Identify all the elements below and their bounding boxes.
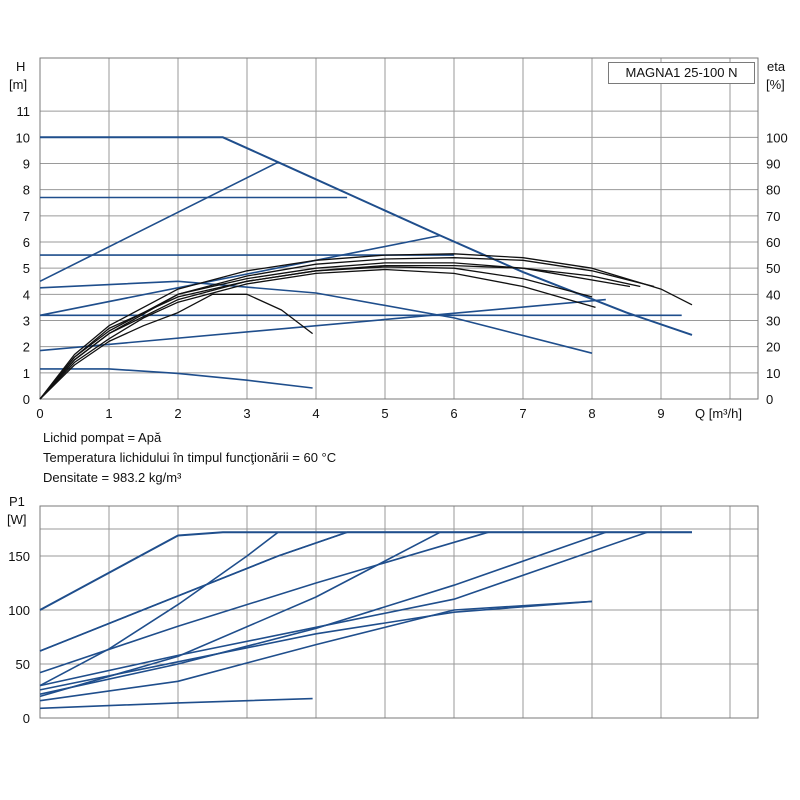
eta-axis-label: eta <box>767 59 786 74</box>
power-curve <box>39 697 313 710</box>
head-x-tick: 7 <box>519 406 526 421</box>
power-curve <box>39 531 648 687</box>
head-y-tick: 9 <box>23 157 30 172</box>
eta-y-tick: 70 <box>766 209 780 224</box>
fluid-info: Lichid pompat = Apă <box>43 430 162 445</box>
power-ticks: 0 50 100 150 <box>8 549 30 726</box>
pump-model-label: MAGNA1 25-100 N <box>608 62 755 84</box>
head-series <box>39 136 693 400</box>
eta-curve <box>39 266 593 400</box>
power-y-tick: 100 <box>8 603 30 618</box>
eta-y-tick: 60 <box>766 235 780 250</box>
head-x-tick: 9 <box>657 406 664 421</box>
power-y-tick: 0 <box>23 711 30 726</box>
power-series <box>39 531 692 710</box>
head-axis-unit: [m] <box>9 77 27 92</box>
eta-curve <box>39 262 631 400</box>
power-axis-unit: [W] <box>7 512 27 527</box>
head-grid <box>40 58 758 399</box>
eta-curve <box>39 253 693 400</box>
head-y-tick: 3 <box>23 314 30 329</box>
power-plot-frame <box>39 505 759 719</box>
temperature-info: Temperatura lichidului în timpul funcţio… <box>43 450 337 465</box>
head-x-tick: 4 <box>312 406 319 421</box>
eta-y-tick: 50 <box>766 261 780 276</box>
head-y-tick: 8 <box>23 183 30 198</box>
head-x-tick: 1 <box>105 406 112 421</box>
head-curve <box>40 136 693 336</box>
power-curve <box>39 600 593 702</box>
head-curve <box>39 280 593 354</box>
head-y-tick: 10 <box>16 130 30 145</box>
head-curve <box>39 298 606 352</box>
power-y-tick: 150 <box>8 549 30 564</box>
head-eta-panel: 0 1 2 3 4 5 6 7 8 9 10 11 0 10 20 30 40 50 60 70 80 90 100 0 1 2 3… <box>9 57 788 421</box>
head-axis-label: H <box>16 59 25 74</box>
power-y-tick: 50 <box>16 657 30 672</box>
head-curve <box>39 161 279 283</box>
eta-y-tick: 80 <box>766 183 780 198</box>
head-y-tick: 11 <box>17 104 31 119</box>
eta-y-tick: 30 <box>766 314 780 329</box>
power-curve <box>39 531 607 695</box>
power-grid <box>40 506 758 718</box>
power-curve <box>39 531 489 674</box>
head-ticks: 0 1 2 3 4 5 6 7 8 9 10 11 0 10 20 30 40 50 60 70 80 90 100 0 1 2 3… <box>16 104 788 421</box>
head-y-tick: 2 <box>23 340 30 355</box>
eta-y-tick: 100 <box>766 130 788 145</box>
eta-y-tick: 10 <box>766 366 780 381</box>
flow-axis-label: Q [m³/h] <box>695 406 742 421</box>
head-y-tick: 7 <box>23 209 30 224</box>
head-y-tick: 5 <box>23 261 30 276</box>
head-x-tick: 2 <box>174 406 181 421</box>
head-y-tick: 1 <box>23 366 30 381</box>
head-x-tick: 6 <box>450 406 457 421</box>
power-curve <box>39 600 593 691</box>
power-axis-label: P1 <box>9 494 25 509</box>
eta-y-tick: 90 <box>766 157 780 172</box>
power-curve <box>39 531 692 652</box>
head-plot-frame <box>39 57 759 400</box>
eta-curve <box>39 257 655 400</box>
eta-curve <box>39 293 313 400</box>
power-panel: 0 50 100 150 P1 [W] <box>7 494 759 726</box>
head-y-tick: 0 <box>23 392 30 407</box>
head-y-tick: 4 <box>23 287 30 302</box>
head-y-tick: 6 <box>23 235 30 250</box>
eta-y-tick: 20 <box>766 340 780 355</box>
head-x-tick: 0 <box>36 406 43 421</box>
eta-curve <box>39 268 596 400</box>
head-curve <box>39 234 441 317</box>
eta-y-tick: 40 <box>766 287 780 302</box>
head-x-tick: 8 <box>588 406 595 421</box>
density-info: Densitate = 983.2 kg/m³ <box>43 470 182 485</box>
head-x-tick: 3 <box>243 406 250 421</box>
head-curve <box>40 368 313 389</box>
eta-axis-unit: [%] <box>766 77 785 92</box>
power-curve <box>39 531 279 687</box>
eta-y-tick: 0 <box>766 392 773 407</box>
head-x-tick: 5 <box>381 406 388 421</box>
